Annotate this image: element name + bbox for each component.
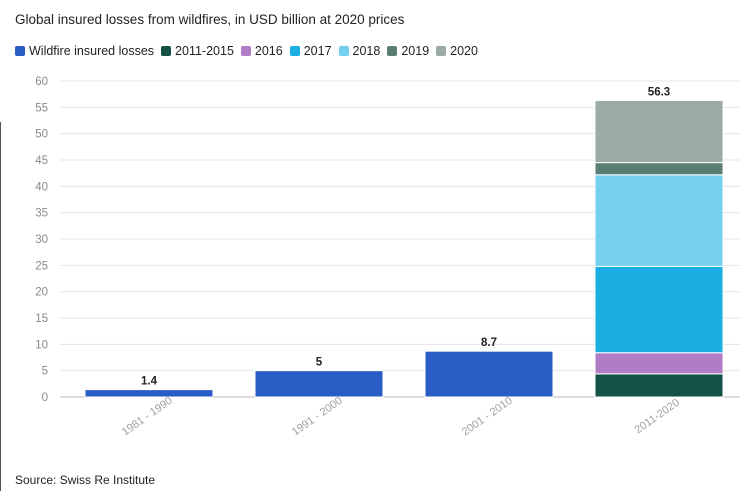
bar-segment <box>594 265 724 354</box>
legend-label: 2016 <box>254 44 283 58</box>
x-tick-label: 2001 - 2010 <box>460 395 515 439</box>
legend-label: 2011-2015 <box>175 44 234 58</box>
legend-item: 2017 <box>289 44 332 58</box>
bar-segment <box>594 99 724 164</box>
x-tick-label: 2011-2020 <box>633 397 682 437</box>
legend-label: 2018 <box>352 44 381 58</box>
source-note: Source: Swiss Re Institute <box>15 473 156 487</box>
bar-segment <box>254 370 384 398</box>
legend-item: 2016 <box>240 44 283 58</box>
y-tick-label: 45 <box>35 155 48 167</box>
y-tick-label: 50 <box>35 129 48 141</box>
y-tick-label: 10 <box>35 339 48 351</box>
legend-swatch <box>289 46 300 56</box>
legend-item: 2019 <box>387 44 429 58</box>
bar-segment <box>424 350 554 398</box>
legend-item: Wildfire insured losses <box>15 44 154 58</box>
y-tick-label: 60 <box>35 76 48 88</box>
y-tick-label: 20 <box>35 287 48 299</box>
legend-label: 2017 <box>303 44 332 58</box>
legend-item: 2020 <box>436 44 478 58</box>
y-tick-label: 0 <box>42 392 48 404</box>
legend-item: 2018 <box>338 44 381 58</box>
y-tick-label: 25 <box>35 260 48 272</box>
legend-label: 2019 <box>401 44 430 58</box>
legend-label: 2020 <box>450 44 478 58</box>
legend-label: Wildfire insured losses <box>29 44 155 58</box>
y-tick-label: 30 <box>35 234 48 246</box>
bar-segment <box>594 162 724 176</box>
stacked-bar-chart: 0 5 10 15 20 25 30 35 40 45 50 55 60 1.4 1981 - 1990 5 1… <box>35 76 740 439</box>
y-tick-label: 15 <box>35 313 48 325</box>
y-tick-label: 5 <box>42 366 48 378</box>
bar-total-label: 1.4 <box>141 376 158 388</box>
left-border-line <box>0 122 1 491</box>
legend-swatch <box>387 46 398 56</box>
bar-segment <box>594 352 724 375</box>
legend-swatch <box>15 46 25 56</box>
x-tick-label: 1981 - 1990 <box>120 395 175 439</box>
chart-legend: Wildfire insured losses 2011-2015 2016 2017… <box>15 44 485 58</box>
y-tick-label: 55 <box>35 102 48 114</box>
bar-segment <box>84 389 214 398</box>
legend-swatch <box>436 46 447 56</box>
bar-total-label: 56.3 <box>648 86 670 98</box>
bar-segment <box>594 373 724 398</box>
legend-item: 2011-2015 <box>161 44 234 58</box>
legend-swatch <box>161 46 172 56</box>
legend-swatch <box>338 46 349 56</box>
x-tick-label: 1991 - 2000 <box>290 395 345 439</box>
y-tick-label: 40 <box>35 181 48 193</box>
legend-swatch <box>240 46 251 56</box>
bar-segment <box>594 174 724 267</box>
chart-title: Global insured losses from wildfires, in… <box>15 12 405 27</box>
bar-total-label: 5 <box>316 357 323 369</box>
y-tick-label: 35 <box>35 208 48 220</box>
bar-total-label: 8.7 <box>481 337 497 349</box>
